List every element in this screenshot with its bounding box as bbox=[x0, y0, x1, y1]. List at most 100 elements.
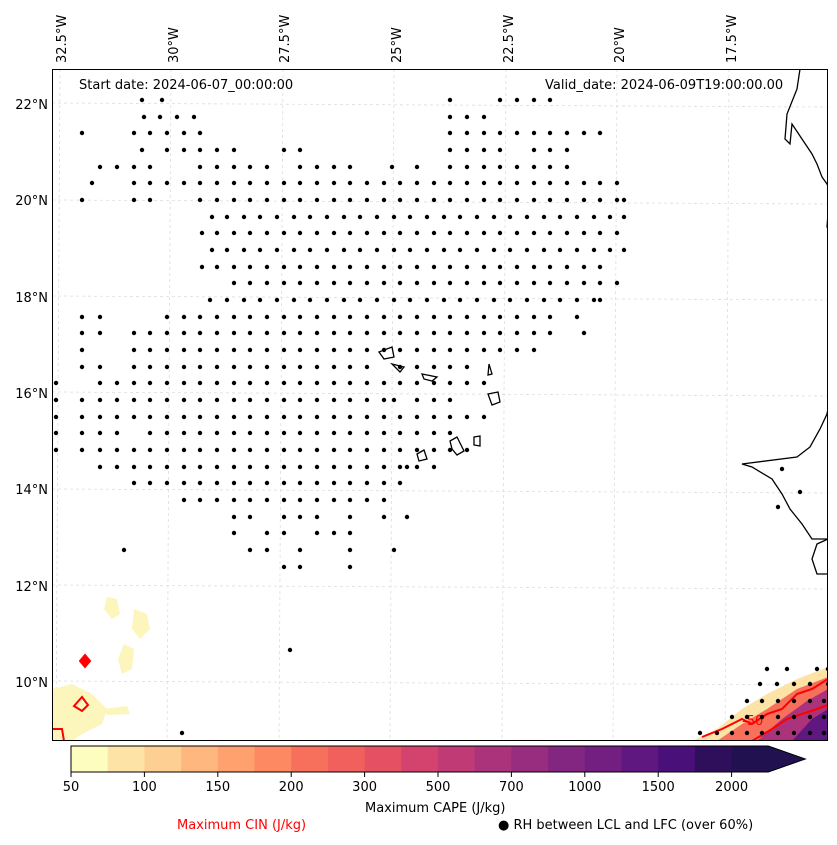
rh-dot bbox=[281, 180, 287, 186]
rh-dot bbox=[364, 364, 370, 370]
rh-dot bbox=[447, 430, 453, 436]
rh-dot bbox=[514, 264, 520, 270]
rh-dot bbox=[597, 280, 603, 286]
rh-dot bbox=[531, 314, 537, 320]
rh-dot bbox=[164, 397, 170, 403]
rh-dot bbox=[231, 164, 237, 170]
rh-dot bbox=[197, 347, 203, 353]
rh-dot bbox=[431, 430, 437, 436]
rh-dot bbox=[181, 364, 187, 370]
rh-dot bbox=[331, 380, 337, 386]
meridian-gridline bbox=[55, 69, 61, 741]
rh-dot bbox=[364, 230, 370, 236]
rh-dot bbox=[314, 180, 320, 186]
rh-dot bbox=[414, 264, 420, 270]
rh-dot bbox=[364, 180, 370, 186]
rh-dot bbox=[381, 180, 387, 186]
colorbar-cell bbox=[548, 746, 586, 772]
rh-dot bbox=[381, 480, 387, 486]
rh-dot bbox=[131, 330, 137, 336]
rh-dot bbox=[531, 280, 537, 286]
rh-dot bbox=[197, 430, 203, 436]
rh-dot bbox=[97, 164, 103, 170]
rh-dot bbox=[531, 347, 537, 353]
rh-dot bbox=[389, 164, 395, 170]
rh-dot bbox=[524, 297, 530, 303]
rh-dot bbox=[331, 197, 337, 203]
rh-dot bbox=[264, 314, 270, 320]
rh-dot bbox=[507, 297, 513, 303]
rh-dot bbox=[347, 330, 353, 336]
rh-dot bbox=[357, 247, 363, 253]
rh-dot bbox=[531, 330, 537, 336]
rh-dot bbox=[364, 347, 370, 353]
rh-dot bbox=[147, 380, 153, 386]
rh-dot bbox=[447, 164, 453, 170]
rh-dot bbox=[197, 180, 203, 186]
rh-dot bbox=[431, 364, 437, 370]
rh-dot bbox=[591, 214, 597, 220]
rh-dot bbox=[157, 114, 163, 120]
rh-dot bbox=[374, 247, 380, 253]
rh-dot bbox=[457, 297, 463, 303]
rh-dot bbox=[404, 514, 410, 520]
lon-tick-label: 27.5°W bbox=[278, 14, 293, 63]
rh-dot bbox=[759, 730, 765, 736]
rh-dot bbox=[414, 414, 420, 420]
rh-dot bbox=[807, 714, 813, 720]
colorbar-extend-arrow bbox=[731, 746, 806, 772]
rh-dot bbox=[381, 380, 387, 386]
rh-dot bbox=[574, 247, 580, 253]
rh-dot bbox=[347, 430, 353, 436]
rh-dot bbox=[447, 364, 453, 370]
rh-dot bbox=[324, 247, 330, 253]
rh-dot bbox=[314, 514, 320, 520]
rh-dot bbox=[331, 464, 337, 470]
colorbar-tick-label: 1500 bbox=[641, 780, 675, 795]
lat-tick-label: 22°N bbox=[15, 98, 48, 113]
rh-dot bbox=[231, 530, 237, 536]
rh-dot bbox=[231, 430, 237, 436]
meridian-gridline bbox=[612, 69, 618, 741]
rh-dot bbox=[164, 480, 170, 486]
rh-dot bbox=[531, 264, 537, 270]
rh-dot bbox=[214, 230, 220, 236]
rh-dot bbox=[181, 330, 187, 336]
rh-dot bbox=[547, 97, 553, 103]
rh-dot bbox=[287, 647, 293, 653]
rh-dot bbox=[397, 430, 403, 436]
rh-dot bbox=[514, 97, 520, 103]
rh-dot bbox=[514, 314, 520, 320]
rh-dot bbox=[314, 280, 320, 286]
rh-dot bbox=[414, 230, 420, 236]
rh-dot bbox=[291, 297, 297, 303]
rh-dot bbox=[181, 447, 187, 453]
rh-dot bbox=[464, 314, 470, 320]
rh-dot bbox=[397, 330, 403, 336]
rh-dot bbox=[597, 130, 603, 136]
rh-dot bbox=[497, 97, 503, 103]
lat-tick-label: 12°N bbox=[15, 580, 48, 595]
rh-dot bbox=[247, 497, 253, 503]
rh-dot bbox=[314, 347, 320, 353]
rh-dot bbox=[264, 430, 270, 436]
rh-dot bbox=[581, 330, 587, 336]
rh-dot bbox=[497, 330, 503, 336]
rh-dot bbox=[314, 530, 320, 536]
rh-dot bbox=[147, 130, 153, 136]
rh-dot bbox=[247, 330, 253, 336]
rh-dot bbox=[374, 297, 380, 303]
rh-dot bbox=[291, 247, 297, 253]
rh-dot bbox=[264, 330, 270, 336]
rh-dot bbox=[614, 230, 620, 236]
rh-dot bbox=[347, 197, 353, 203]
rh-dot bbox=[331, 480, 337, 486]
rh-dot bbox=[391, 547, 397, 553]
rh-dot bbox=[364, 397, 370, 403]
rh-dot bbox=[331, 164, 337, 170]
meridian-gridline bbox=[278, 69, 284, 741]
rh-dot bbox=[407, 297, 413, 303]
rh-dot bbox=[447, 397, 453, 403]
rh-dot bbox=[431, 330, 437, 336]
lon-tick-label: 30°W bbox=[167, 27, 182, 63]
